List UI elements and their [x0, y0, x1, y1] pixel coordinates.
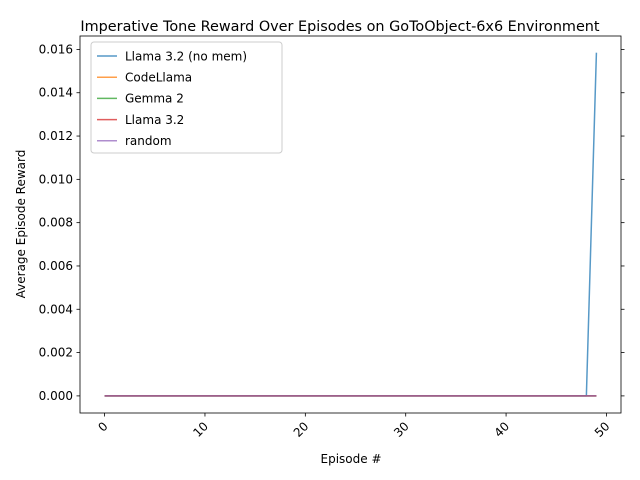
- y-tick-label: 0.016: [39, 42, 73, 56]
- x-axis-ticks: 0 10 20 30 40 50: [95, 413, 613, 440]
- series-layer: [104, 52, 598, 397]
- chart-title: Imperative Tone Reward Over Episodes on …: [80, 19, 600, 35]
- y-tick-label: 0.006: [39, 259, 73, 273]
- legend: Llama 3.2 (no mem) CodeLlama Gemma 2 Llama …: [90, 41, 283, 154]
- x-tick-label: 50: [592, 419, 613, 440]
- legend-label: Gemma 2: [125, 92, 184, 106]
- x-tick-label: 10: [190, 419, 211, 440]
- y-axis-label: Average Episode Reward: [14, 150, 28, 299]
- x-tick-label: 20: [291, 419, 312, 440]
- y-tick-label: 0.000: [39, 389, 73, 403]
- y-tick-label: 0.012: [39, 129, 73, 143]
- y-axis-ticks: 0.000 0.002 0.004 0.006 0.008 0.010 0.012 0.014…: [39, 42, 625, 403]
- y-tick-label: 0.004: [39, 302, 73, 316]
- legend-label: Llama 3.2 (no mem): [125, 49, 247, 63]
- legend-box: [90, 41, 283, 154]
- legend-label: Llama 3.2: [125, 113, 184, 127]
- x-tick-label: 0: [95, 419, 110, 434]
- x-axis-label: Episode #: [321, 452, 382, 466]
- legend-label: random: [125, 134, 172, 148]
- x-tick-label: 30: [391, 419, 412, 440]
- legend-label: CodeLlama: [125, 71, 192, 85]
- x-tick-label: 40: [491, 419, 512, 440]
- y-tick-label: 0.002: [39, 346, 73, 360]
- plot-frame: [79, 35, 622, 414]
- y-tick-label: 0.010: [39, 172, 73, 186]
- y-tick-label: 0.008: [39, 216, 73, 230]
- y-tick-label: 0.014: [39, 86, 73, 100]
